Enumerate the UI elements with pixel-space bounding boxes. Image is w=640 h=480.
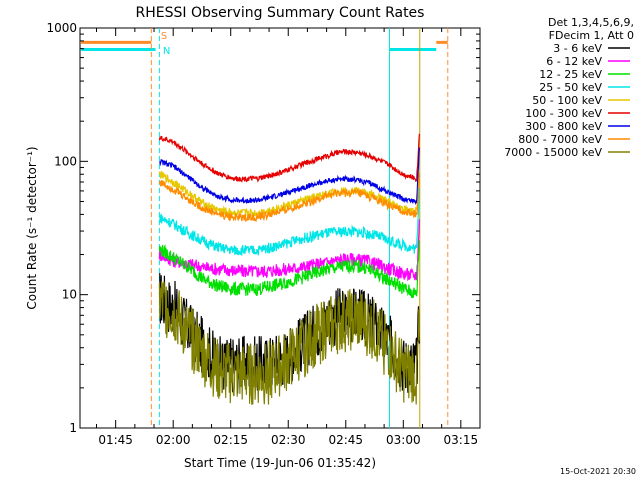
legend: Det 1,3,4,5,6,9, FDecim 1, Att 0 3 - 6 k…: [504, 16, 634, 159]
legend-label-5: 100 - 300 keV: [525, 107, 602, 120]
x-axis-label: Start Time (19-Jun-06 01:35:42): [184, 456, 376, 470]
legend-label-0: 3 - 6 keV: [553, 42, 602, 55]
series-line-5: [158, 133, 420, 183]
legend-label-1: 6 - 12 keV: [546, 55, 602, 68]
flag-label-s: S: [161, 31, 167, 42]
series-line-8: [158, 281, 420, 405]
y-tick-label-3: 1000: [46, 21, 77, 35]
series-line-2: [158, 240, 420, 299]
series-line-6: [158, 147, 420, 206]
axes: 01:45 02:00 02:15 02:30 02:45 03:00 03:15 1 10 10…: [46, 21, 480, 447]
legend-label-2: 12 - 25 keV: [539, 68, 602, 81]
legend-label-4: 50 - 100 keV: [532, 94, 602, 107]
date-stamp: 15-Oct-2021 20:30: [560, 467, 636, 476]
x-tick-label-2: 02:15: [213, 433, 248, 447]
x-tick-label-6: 03:15: [444, 433, 479, 447]
legend-header-line-2: FDecim 1, Att 0: [549, 29, 634, 42]
y-axis-label: Count Rate (s⁻¹ detector⁻¹): [25, 146, 39, 309]
x-tick-label-4: 02:45: [328, 433, 363, 447]
legend-label-6: 300 - 800 keV: [525, 120, 602, 133]
legend-label-8: 7000 - 15000 keV: [504, 146, 602, 159]
observing-flag-markers: SN: [81, 28, 449, 428]
x-tick-label-1: 02:00: [156, 433, 191, 447]
plot-frame: [79, 27, 481, 429]
legend-label-3: 25 - 50 keV: [539, 81, 602, 94]
legend-header-line-1: Det 1,3,4,5,6,9,: [548, 16, 634, 29]
legend-label-7: 800 - 7000 keV: [518, 133, 602, 146]
plot-area: [79, 27, 481, 429]
series-line-7: [158, 173, 420, 223]
y-tick-label-1: 10: [62, 288, 77, 302]
series-line-3: [158, 187, 420, 256]
y-tick-label-2: 100: [54, 154, 77, 168]
x-tick-label-0: 01:45: [98, 433, 133, 447]
y-tick-label-0: 1: [69, 421, 77, 435]
x-tick-label-5: 03:00: [386, 433, 421, 447]
flag-label-n: N: [163, 46, 170, 57]
x-tick-label-3: 02:30: [271, 433, 306, 447]
series-lines: [158, 133, 420, 405]
chart-title: RHESSI Observing Summary Count Rates: [136, 5, 425, 21]
series-line-1: [158, 219, 420, 282]
